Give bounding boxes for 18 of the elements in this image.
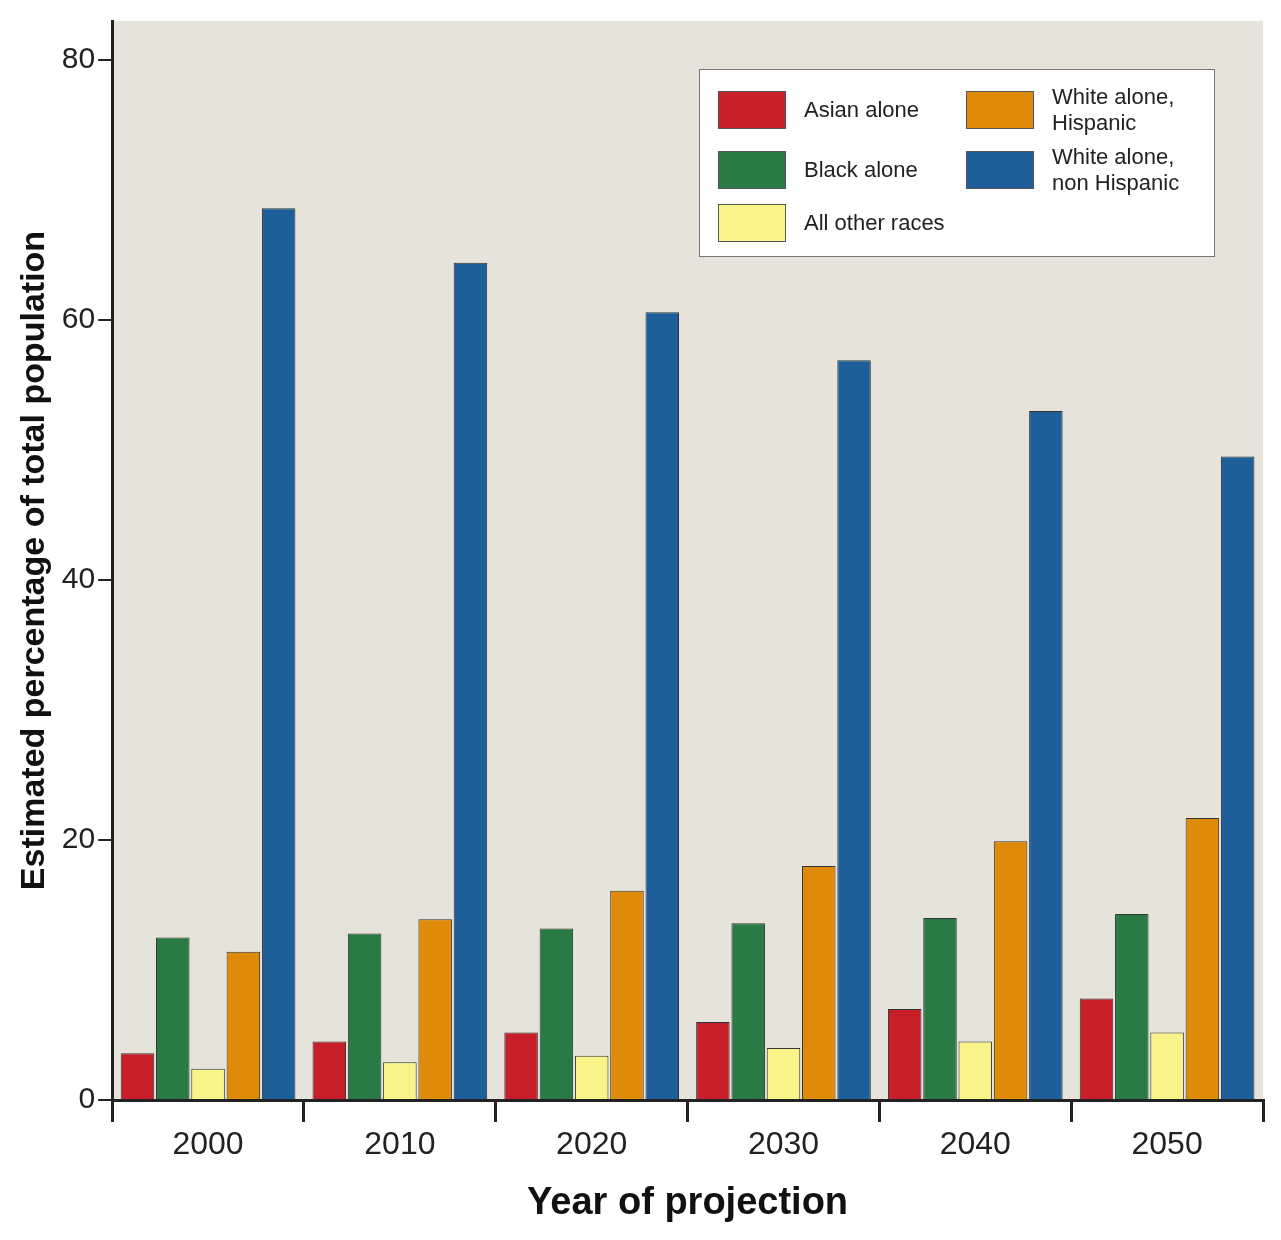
legend-label: Asian alone (804, 97, 919, 123)
x-tick-label: 2010 (364, 1125, 436, 1162)
x-tick-label: 2030 (747, 1125, 820, 1162)
x-axis-title: Year of projection (527, 1179, 849, 1222)
x-tick-label: 2040 (939, 1125, 1011, 1162)
legend-label: All other races (804, 210, 945, 236)
legend-label: White alone, non Hispanic (1052, 144, 1181, 196)
x-tick-label: 2020 (556, 1125, 628, 1162)
y-tick-label: 40 (61, 561, 96, 595)
y-tick-label: 60 (61, 301, 96, 335)
y-axis-title: Estimated percentage of total population (12, 230, 51, 891)
x-tick-label: 2000 (172, 1125, 244, 1162)
legend-label: Black alone (804, 157, 918, 183)
y-tick-label: 0 (78, 1081, 96, 1115)
y-tick-label: 80 (61, 41, 96, 75)
x-tick-label: 2050 (1131, 1125, 1203, 1162)
y-tick-label: 20 (61, 821, 96, 855)
legend-label: White alone, Hispanic (1052, 84, 1176, 136)
